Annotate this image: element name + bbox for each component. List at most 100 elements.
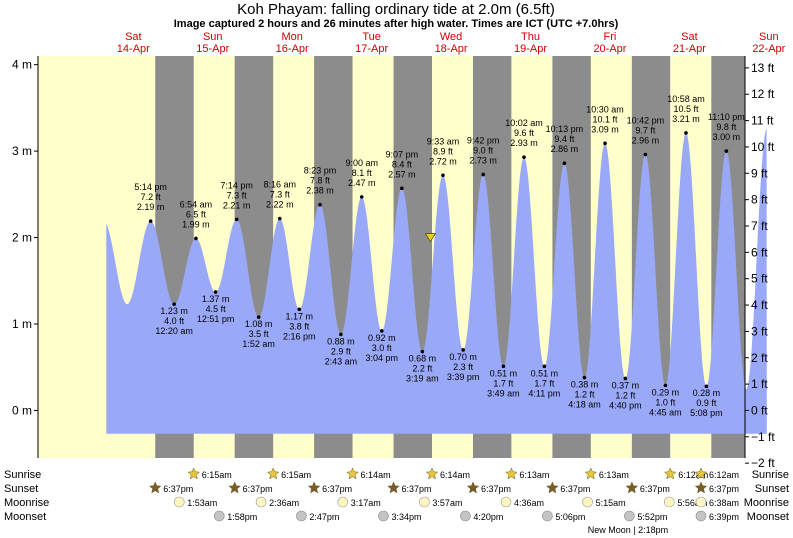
y-right-tick-label: 7 ft xyxy=(751,219,768,233)
moonrise-time: 2:36am xyxy=(269,498,299,508)
high-tide-metres: 3.21 m xyxy=(672,114,700,124)
sunrise-icon xyxy=(584,467,598,480)
moonset-icon xyxy=(695,510,707,522)
y-right-tick-label: 8 ft xyxy=(751,193,768,207)
extreme-point xyxy=(704,384,709,389)
y-left-tick-label: 0 m xyxy=(12,403,32,417)
low-tide-time: 4:11 pm xyxy=(528,388,560,398)
extreme-point xyxy=(461,348,465,352)
high-tide-feet: 9.7 ft xyxy=(635,126,656,136)
extreme-point xyxy=(318,202,322,207)
extreme-point xyxy=(234,217,239,222)
new-moon-label: New Moon | 2:18pm xyxy=(588,525,668,535)
moonset-icon xyxy=(296,510,307,522)
y-right-tick-label: 2 ft xyxy=(751,351,768,365)
moonset-time: 4:20pm xyxy=(473,512,503,522)
high-tide-time: 10:30 am xyxy=(586,104,624,114)
day-name-label: Sun xyxy=(203,31,223,43)
moonrise-icon xyxy=(173,496,185,508)
low-tide-time: 3:19 am xyxy=(406,374,439,384)
extreme-point xyxy=(562,161,567,165)
high-tide-time: 10:42 pm xyxy=(627,116,665,126)
low-tide-feet: 1.2 ft xyxy=(615,390,636,400)
moonrise-time: 5:56am xyxy=(677,498,707,508)
extreme-point xyxy=(582,375,587,380)
high-tide-metres: 1.99 m xyxy=(182,219,210,229)
day-name-label: Wed xyxy=(440,31,462,43)
y-right-tick-label: −2 ft xyxy=(751,456,775,470)
sunset-time: 6:37pm xyxy=(322,484,352,494)
high-tide-time: 7:14 pm xyxy=(220,180,253,190)
day-name-label: Mon xyxy=(281,31,302,43)
day-name-label: Sat xyxy=(681,31,698,43)
low-tide-feet: 4.0 ft xyxy=(164,316,185,326)
sunrise-time: 6:13am xyxy=(519,470,549,480)
high-tide-time: 8:16 am xyxy=(264,180,297,190)
astronomy-rows: 6:15am 6:15am 6:14am 6:14am 6:13am 6:13am 6:12… xyxy=(148,467,739,522)
high-tide-feet: 7.3 ft xyxy=(270,190,291,200)
low-tide-metres: 1.17 m xyxy=(286,311,314,321)
sunrise-time: 6:14am xyxy=(361,470,391,480)
moonrise-time: 4:36am xyxy=(514,498,544,508)
high-tide-metres: 2.96 m xyxy=(632,136,660,146)
low-tide-feet: 0.9 ft xyxy=(696,398,717,408)
sunset-time: 6:37pm xyxy=(640,484,670,494)
extreme-point xyxy=(339,332,343,337)
y-right-tick-label: 11 ft xyxy=(751,114,774,128)
high-tide-time: 8:23 pm xyxy=(304,166,337,176)
low-tide-metres: 0.28 m xyxy=(693,388,721,398)
extreme-point xyxy=(172,302,176,306)
y-right-tick-label: 1 ft xyxy=(751,377,768,391)
y-right-tick-label: 12 ft xyxy=(751,87,775,101)
sunrise-time: 6:12am xyxy=(678,470,708,480)
high-tide-feet: 9.6 ft xyxy=(514,128,535,138)
sunrise-row-label-left: Sunrise xyxy=(4,469,41,481)
sunrise-time: 6:15am xyxy=(202,470,232,480)
low-tide-metres: 0.92 m xyxy=(368,333,396,343)
day-name-label: Sun xyxy=(759,31,779,43)
y-left-tick-label: 2 m xyxy=(12,231,32,245)
high-tide-metres: 2.21 m xyxy=(223,200,251,210)
extreme-point xyxy=(278,216,282,221)
moonrise-time: 3:57am xyxy=(432,498,462,508)
moonset-row-label-left: Moonset xyxy=(4,511,46,523)
low-tide-feet: 1.0 ft xyxy=(655,397,676,407)
low-tide-feet: 1.2 ft xyxy=(574,390,595,400)
moonrise-icon xyxy=(255,496,267,508)
low-tide-metres: 1.23 m xyxy=(160,306,188,316)
low-tide-metres: 0.51 m xyxy=(490,368,518,378)
extreme-point xyxy=(603,141,607,146)
day-name-label: Tue xyxy=(362,31,381,43)
extreme-point xyxy=(213,290,218,294)
sunset-icon xyxy=(307,481,321,494)
high-tide-metres: 2.22 m xyxy=(266,200,294,210)
high-tide-metres: 3.00 m xyxy=(713,132,741,142)
extreme-point xyxy=(643,152,648,157)
extreme-point xyxy=(481,172,485,177)
sunrise-time: 6:15am xyxy=(281,470,311,480)
high-tide-feet: 7.8 ft xyxy=(310,176,331,186)
moonrise-time: 3:17am xyxy=(351,498,381,508)
low-tide-time: 4:45 am xyxy=(649,407,682,417)
low-tide-time: 5:08 pm xyxy=(690,408,723,418)
high-tide-metres: 2.19 m xyxy=(137,202,165,212)
low-tide-time: 12:20 am xyxy=(155,326,193,336)
moonrise-time: 1:53am xyxy=(187,498,217,508)
sunset-time: 6:37pm xyxy=(243,484,273,494)
moonrise-time: 5:15am xyxy=(596,498,626,508)
moonrise-icon xyxy=(664,496,675,508)
sunset-time: 6:37pm xyxy=(709,484,739,494)
day-date-label: 17-Apr xyxy=(355,43,388,55)
sunrise-time: 6:12am xyxy=(709,470,739,480)
moonrise-icon xyxy=(582,496,593,508)
extreme-point xyxy=(623,376,628,381)
high-tide-feet: 9.8 ft xyxy=(716,122,737,132)
sunset-icon xyxy=(148,481,162,494)
y-right-tick-label: 9 ft xyxy=(751,166,768,180)
chart-title: Koh Phayam: falling ordinary tide at 2.0… xyxy=(237,1,555,18)
high-tide-time: 9:00 am xyxy=(345,158,378,168)
extreme-point xyxy=(542,364,547,369)
sunset-icon xyxy=(466,481,480,494)
